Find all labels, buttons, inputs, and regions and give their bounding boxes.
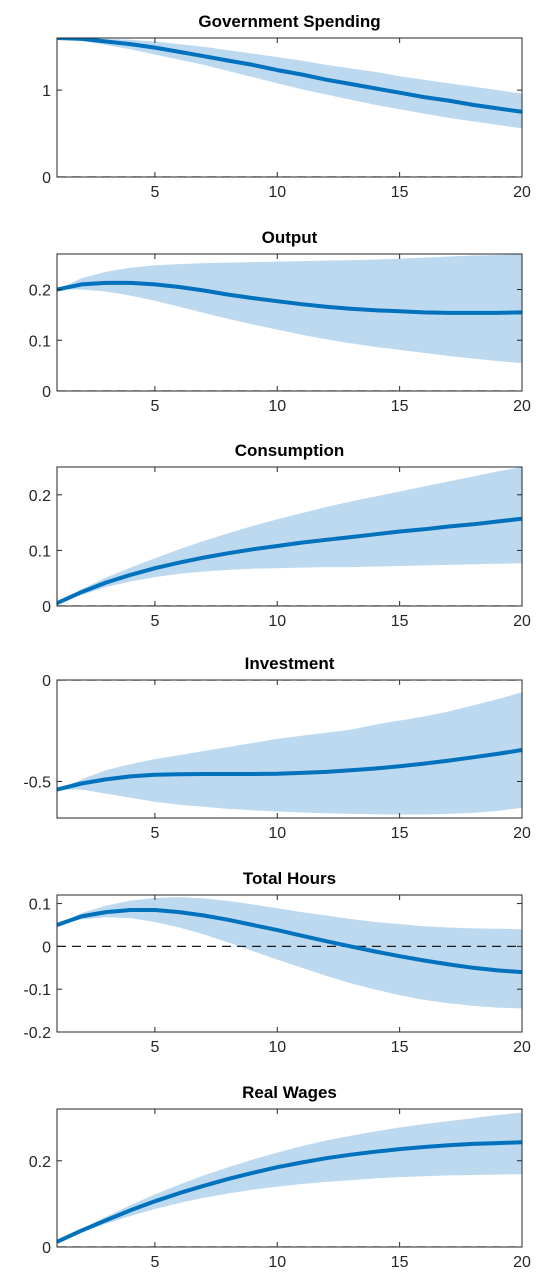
y-tick-label: 0.1 <box>29 333 51 350</box>
axes-box <box>56 466 523 607</box>
panel-title: Government Spending <box>198 12 380 31</box>
panel-total-hours: 5 10 15 20 -0.2 -0.1 0 0.1 Total Hours <box>23 869 531 1056</box>
panel-title: Investment <box>245 654 335 673</box>
x-tick-label: 10 <box>268 184 286 201</box>
x-tick-label: 10 <box>268 613 286 630</box>
x-tick-label: 15 <box>391 613 409 630</box>
y-tick-label: -0.2 <box>23 1025 51 1042</box>
y-tick-label: 0 <box>42 939 51 956</box>
credible-band <box>57 897 522 1009</box>
x-tick-label: 20 <box>513 613 531 630</box>
x-tick-label: 10 <box>268 1254 286 1271</box>
panel-title: Total Hours <box>243 869 336 888</box>
credible-band <box>57 467 522 604</box>
y-tick-label: 0 <box>42 599 51 616</box>
x-tick-label: 5 <box>150 825 159 842</box>
median-response-line <box>57 516 522 606</box>
axes-box <box>56 679 523 819</box>
y-tick-label: 0.1 <box>29 897 51 914</box>
x-tick-label: 20 <box>513 825 531 842</box>
y-tick-label: 0.2 <box>29 488 51 505</box>
y-tick-label: 0 <box>42 170 51 187</box>
panel-title: Output <box>262 228 318 247</box>
x-tick-label: 10 <box>268 825 286 842</box>
y-tick-label: -0.1 <box>23 982 51 999</box>
credible-band <box>57 692 522 815</box>
axes-box <box>56 253 523 392</box>
y-tick-label: 1 <box>42 83 51 100</box>
x-tick-label: 20 <box>513 184 531 201</box>
y-tick-label: 0 <box>42 1240 51 1257</box>
panel-investment: 5 10 15 20 -0.5 0 Investment <box>23 654 531 842</box>
x-tick-label: 20 <box>513 1039 531 1056</box>
y-tick-label: 0.1 <box>29 543 51 560</box>
panel-output: 5 10 15 20 0 0.1 0.2 Output <box>29 228 531 415</box>
panel-title: Real Wages <box>242 1083 337 1102</box>
credible-band <box>57 1112 522 1242</box>
x-tick-label: 10 <box>268 398 286 415</box>
panel-government-spending: 5 10 15 20 0 1 Government Spending <box>42 12 531 201</box>
median-response-line <box>57 280 522 315</box>
axes-box <box>56 894 523 1033</box>
credible-band <box>57 254 522 364</box>
x-tick-label: 20 <box>513 1254 531 1271</box>
x-tick-label: 5 <box>150 398 159 415</box>
y-tick-label: 0.2 <box>29 283 51 300</box>
y-tick-label: 0 <box>42 673 51 690</box>
axes-box <box>56 1108 523 1248</box>
x-tick-label: 15 <box>391 825 409 842</box>
panel-title: Consumption <box>235 441 345 460</box>
axes-box <box>56 37 523 178</box>
x-tick-label: 15 <box>391 1254 409 1271</box>
x-tick-label: 5 <box>150 1039 159 1056</box>
median-response-line <box>57 748 522 792</box>
x-tick-label: 15 <box>391 184 409 201</box>
x-tick-label: 5 <box>150 184 159 201</box>
y-tick-label: 0 <box>42 384 51 401</box>
x-tick-label: 15 <box>391 398 409 415</box>
panel-consumption: 5 10 15 20 0 0.1 0.2 Consumption <box>29 441 531 630</box>
median-response-line <box>57 908 522 975</box>
median-response-line <box>57 38 522 114</box>
x-tick-label: 5 <box>150 613 159 630</box>
y-tick-label: 0.2 <box>29 1154 51 1171</box>
x-tick-label: 10 <box>268 1039 286 1056</box>
credible-band <box>57 38 522 129</box>
x-tick-label: 5 <box>150 1254 159 1271</box>
x-tick-label: 15 <box>391 1039 409 1056</box>
panel-real-wages: 5 10 15 20 0 0.2 Real Wages <box>29 1083 531 1271</box>
x-tick-label: 20 <box>513 398 531 415</box>
median-response-line <box>57 1140 522 1244</box>
y-tick-label: -0.5 <box>23 774 51 791</box>
